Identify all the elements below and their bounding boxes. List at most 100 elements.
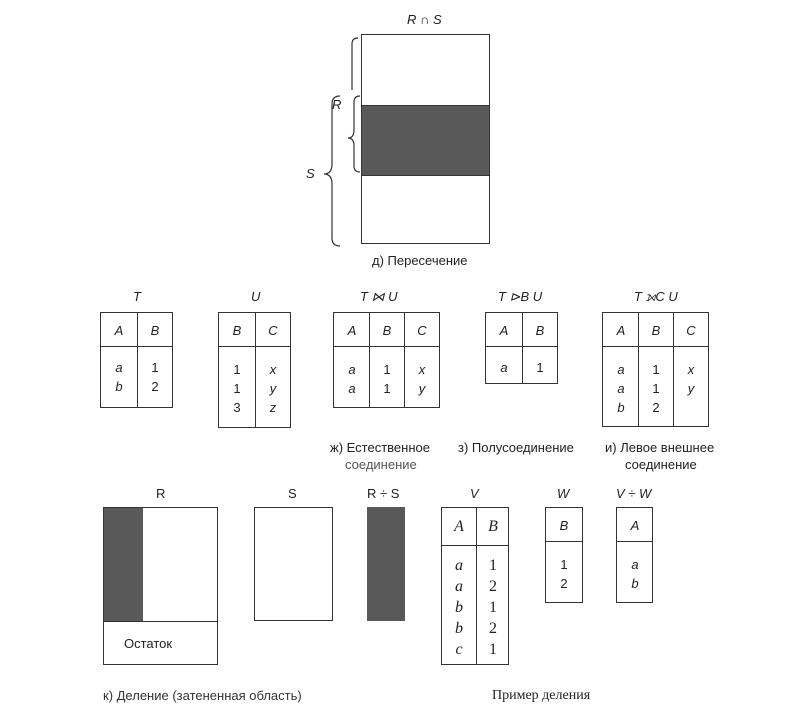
table-outer-cell: y: [687, 381, 695, 396]
table-w-title: W: [557, 486, 570, 501]
table-t-cell: b: [115, 379, 123, 394]
table-vw-cell: a: [631, 557, 639, 572]
table-semi-cell: 1: [536, 360, 544, 375]
table-outer-divider: [673, 313, 674, 426]
table-u-header-c: C: [268, 323, 278, 338]
table-outer-cell: 2: [652, 400, 660, 415]
table-v: A B a a b b c 1 2 1 2 1: [441, 507, 509, 665]
table-outer-cell: x: [687, 362, 695, 377]
table-u-cell: x: [269, 362, 277, 377]
table-v-title: V: [470, 486, 479, 501]
table-v-divider: [476, 508, 477, 664]
table-natural-join: A B C a a 1 1 x y: [333, 312, 440, 408]
table-semi-header-a: A: [499, 323, 509, 338]
table-vw-title: V ÷ W: [616, 486, 652, 501]
table-natural-cell: 1: [383, 362, 391, 377]
table-natural-cell: x: [418, 362, 426, 377]
table-natural-cell: a: [348, 362, 356, 377]
table-semi-title: T ⊳B U: [498, 289, 543, 304]
table-u-cell: y: [269, 381, 277, 396]
table-outer-cell: 1: [652, 381, 660, 396]
table-outer-cell: b: [617, 400, 625, 415]
table-t-cell: a: [115, 360, 123, 375]
table-outer-title: T ⟕C U: [634, 289, 678, 304]
table-t-cell: 2: [151, 379, 159, 394]
division-rs-label: R ÷ S: [367, 486, 400, 501]
table-natural-cell: 1: [383, 381, 391, 396]
intersection-caption: д) Пересечение: [372, 253, 468, 268]
caption-natural-join: ж) Естественное: [330, 440, 430, 455]
table-t-title: T: [133, 289, 141, 304]
caption-outer-join: и) Левое внешнее: [605, 440, 715, 455]
table-v-cell: a: [455, 557, 463, 574]
caption-semi-join: з) Полусоединение: [458, 440, 574, 455]
table-v-header-a: A: [454, 518, 464, 535]
table-v-cell: c: [455, 641, 463, 658]
table-vw-header: [617, 508, 652, 542]
table-u-title: U: [251, 289, 261, 304]
intersection-shaded-area: [362, 106, 489, 175]
table-w-cell: 2: [560, 576, 568, 591]
table-vw-header-a: A: [630, 518, 640, 533]
division-remainder-label: Остаток: [124, 636, 173, 651]
table-t: A B a b 1 2: [100, 312, 173, 408]
table-w: B 1 2: [545, 507, 583, 603]
table-natural-divider: [369, 313, 370, 407]
table-natural-header: [334, 313, 439, 347]
table-v-cell: 1: [489, 599, 497, 616]
intersection-line-bottom: [361, 175, 490, 176]
table-outer-cell: 1: [652, 362, 660, 377]
table-outer-header-c: C: [686, 323, 696, 338]
division-r-shaded: [104, 508, 143, 621]
table-semi-divider: [522, 313, 523, 383]
table-vw-cell: b: [631, 576, 639, 591]
division-r-divider: [103, 621, 218, 622]
table-vw: A a b: [616, 507, 653, 603]
table-u-header: [219, 313, 290, 347]
table-u-divider: [255, 313, 256, 427]
table-v-cell: 2: [489, 620, 497, 637]
division-r-label: R: [156, 486, 166, 501]
table-u-cell: 1: [233, 381, 241, 396]
table-natural-header-b: B: [382, 323, 392, 338]
table-w-header: [546, 508, 582, 542]
table-t-cell: 1: [151, 360, 159, 375]
table-natural-header-c: C: [417, 323, 427, 338]
table-t-header: [101, 313, 172, 347]
table-outer-cell: a: [617, 381, 625, 396]
table-u-cell: 1: [233, 362, 241, 377]
intersection-line-top: [361, 105, 490, 106]
table-semi-header: [486, 313, 557, 347]
table-u: B C 1 1 3 x y z: [218, 312, 291, 428]
caption-natural-join-line2: соединение: [345, 457, 417, 472]
division-s-label: S: [288, 486, 297, 501]
table-t-header-b: B: [150, 323, 160, 338]
table-outer-cell: a: [617, 362, 625, 377]
table-natural-cell: y: [418, 381, 426, 396]
table-v-header-b: B: [488, 518, 498, 535]
table-w-header-b: B: [559, 518, 569, 533]
table-u-header-b: B: [232, 323, 242, 338]
table-outer-header: [603, 313, 708, 347]
division-example-caption: Пример деления: [492, 688, 591, 703]
table-v-cell: 2: [489, 578, 497, 595]
division-caption: к) Деление (затененная область): [103, 688, 302, 703]
division-s-box: [254, 507, 333, 621]
table-w-cell: 1: [560, 557, 568, 572]
table-v-cell: 1: [489, 557, 497, 574]
table-v-cell: b: [455, 620, 463, 637]
table-outer-join: A B C a a b 1 1 2 x y: [602, 312, 709, 427]
table-outer-header-b: B: [651, 323, 661, 338]
division-result-shaded: [367, 507, 405, 621]
table-natural-divider: [404, 313, 405, 407]
table-semi-header-b: B: [535, 323, 545, 338]
table-u-cell: z: [269, 400, 277, 415]
table-v-cell: 1: [489, 641, 497, 658]
table-natural-header-a: A: [347, 323, 357, 338]
caption-outer-join-line2: соединение: [625, 457, 697, 472]
table-v-cell: a: [455, 578, 463, 595]
intersection-title: R ∩ S: [407, 12, 442, 27]
table-semi-cell: a: [500, 360, 508, 375]
intersection-s-label: S: [306, 166, 315, 181]
table-t-header-a: A: [114, 323, 124, 338]
